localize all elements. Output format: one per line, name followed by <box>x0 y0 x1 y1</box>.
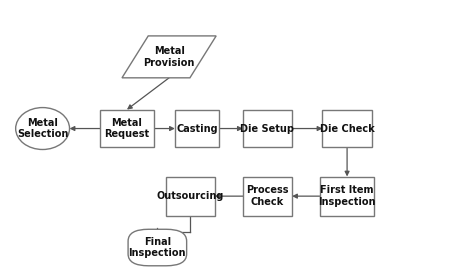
FancyBboxPatch shape <box>243 110 292 147</box>
FancyBboxPatch shape <box>243 177 292 216</box>
FancyBboxPatch shape <box>100 110 154 147</box>
Text: Metal
Provision: Metal Provision <box>144 46 195 68</box>
FancyBboxPatch shape <box>165 177 215 216</box>
Polygon shape <box>122 36 216 78</box>
Text: Metal
Request: Metal Request <box>104 118 149 139</box>
Ellipse shape <box>16 108 70 150</box>
Text: Metal
Selection: Metal Selection <box>17 118 68 139</box>
FancyBboxPatch shape <box>322 110 372 147</box>
Text: Die Check: Die Check <box>319 124 374 134</box>
Text: Outsourcing: Outsourcing <box>156 191 224 201</box>
Text: Casting: Casting <box>176 124 218 134</box>
FancyBboxPatch shape <box>320 177 374 216</box>
FancyBboxPatch shape <box>175 110 219 147</box>
Text: First Item
Inspection: First Item Inspection <box>319 185 376 207</box>
Text: Process
Check: Process Check <box>246 185 289 207</box>
Text: Final
Inspection: Final Inspection <box>128 237 186 258</box>
FancyBboxPatch shape <box>128 229 187 266</box>
Text: Die Setup: Die Setup <box>240 124 294 134</box>
